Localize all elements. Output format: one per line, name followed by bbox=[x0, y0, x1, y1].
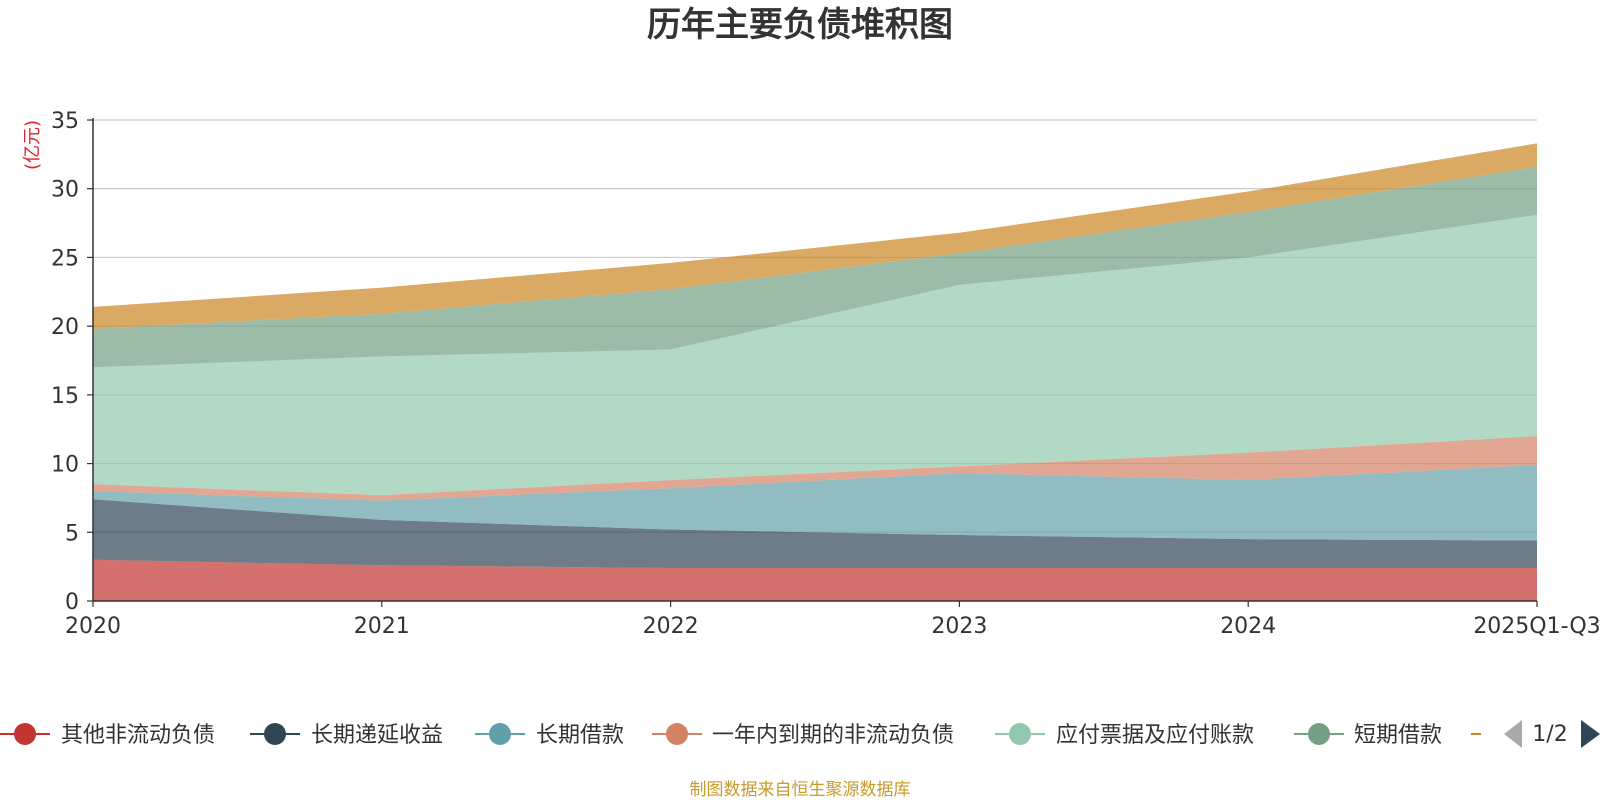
area-series-2 bbox=[93, 464, 1537, 541]
axes: 0 5 10 15 20 25 30 35 2020 2021 2022 2023 2024 2025Q1… bbox=[51, 109, 1600, 639]
legend-item-5[interactable]: 短期借款 bbox=[1294, 723, 1442, 748]
legend-circle-icon bbox=[666, 723, 688, 745]
x-tick-label: 2024 bbox=[1220, 614, 1276, 639]
area-series-6 bbox=[93, 143, 1537, 329]
legend-label: 短期借款 bbox=[1354, 723, 1442, 748]
y-tick-label: 25 bbox=[51, 246, 79, 271]
area-series-0 bbox=[93, 559, 1537, 601]
legend-pager: 1/2 bbox=[1504, 720, 1600, 748]
legend-label: 长期递延收益 bbox=[311, 723, 443, 748]
legend-item-1[interactable]: 长期递延收益 bbox=[250, 723, 443, 748]
y-tick-label: 35 bbox=[51, 109, 79, 134]
area-series-5 bbox=[93, 166, 1537, 368]
legend-item-3[interactable]: 一年内到期的非流动负债 bbox=[652, 723, 954, 748]
y-tick-label: 30 bbox=[51, 178, 79, 203]
legend-circle-icon bbox=[1308, 723, 1330, 745]
x-tick-label: 2020 bbox=[65, 614, 121, 639]
legend-item-0[interactable]: 其他非流动负债 bbox=[0, 723, 215, 748]
data-source-note: 制图数据来自恒生聚源数据库 bbox=[690, 780, 911, 800]
legend-item-4[interactable]: 应付票据及应付账款 bbox=[995, 723, 1254, 748]
chart-title: 历年主要负债堆积图 bbox=[647, 5, 953, 45]
x-tick-label: 2023 bbox=[931, 614, 987, 639]
legend-circle-icon bbox=[1009, 723, 1031, 745]
x-tick-label: 2022 bbox=[643, 614, 699, 639]
legend-circle-icon bbox=[489, 723, 511, 745]
y-axis-unit: (亿元) bbox=[22, 120, 43, 170]
area-series bbox=[93, 143, 1537, 601]
y-tick-label: 0 bbox=[65, 590, 79, 615]
legend-page-indicator: 1/2 bbox=[1532, 722, 1567, 747]
area-series-4 bbox=[93, 214, 1537, 496]
legend-label: 应付票据及应付账款 bbox=[1056, 723, 1254, 748]
area-series-3 bbox=[93, 436, 1537, 501]
legend: 其他非流动负债 长期递延收益 长期借款 一年内到期的非流动负债 应付票据及应付账款 短期借… bbox=[0, 723, 1481, 748]
legend-label: 其他非流动负债 bbox=[61, 723, 215, 748]
legend-label: 一年内到期的非流动负债 bbox=[712, 723, 954, 748]
y-tick-label: 20 bbox=[51, 315, 79, 340]
x-tick-label: 2025Q1-Q3 bbox=[1473, 614, 1600, 639]
legend-circle-icon bbox=[264, 723, 286, 745]
y-tick-label: 5 bbox=[65, 521, 79, 546]
legend-item-2[interactable]: 长期借款 bbox=[475, 723, 624, 748]
y-tick-label: 15 bbox=[51, 384, 79, 409]
triangle-left-icon[interactable] bbox=[1504, 720, 1522, 748]
area-series-1 bbox=[93, 499, 1537, 569]
x-tick-label: 2021 bbox=[354, 614, 410, 639]
legend-label: 长期借款 bbox=[536, 723, 624, 748]
legend-circle-icon bbox=[14, 723, 36, 745]
triangle-right-icon[interactable] bbox=[1581, 720, 1600, 748]
y-tick-label: 10 bbox=[51, 453, 79, 478]
